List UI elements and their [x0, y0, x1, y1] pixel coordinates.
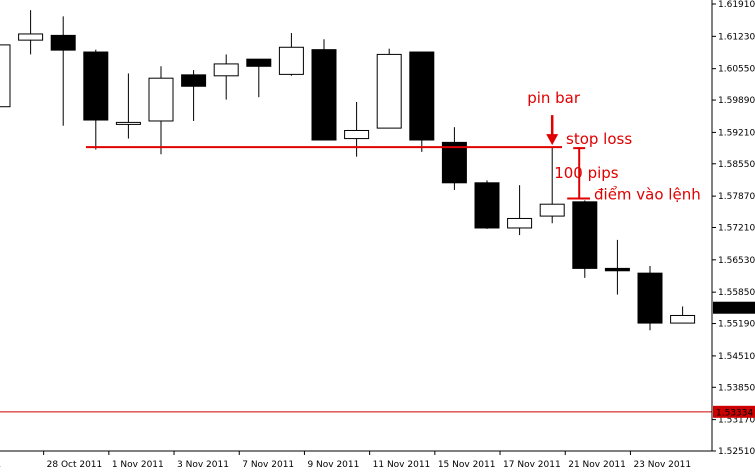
bullish-candle-body: [344, 129, 370, 140]
price-tick-label: 1.61910: [718, 0, 755, 10]
candle: [0, 44, 11, 108]
current-price-box: [713, 301, 755, 314]
price-level-label: 1.53334: [716, 408, 753, 418]
bullish-candle-body: [0, 44, 11, 108]
price-tick-label: 1.57210: [718, 224, 755, 234]
price-tick-label: 1.54510: [718, 352, 755, 362]
pips-label: 100 pips: [554, 164, 619, 182]
time-tick-label: 28 Oct 2011: [47, 460, 103, 470]
bearish-candle-body: [637, 272, 663, 324]
time-tick-label: 17 Nov 2011: [503, 460, 561, 470]
candle: [637, 266, 663, 331]
bearish-candle-body: [246, 58, 272, 67]
candle: [604, 239, 630, 295]
price-tick-label: 1.60550: [718, 65, 755, 75]
time-tick-label: 7 Nov 2011: [242, 460, 294, 470]
price-tick-label: 1.58550: [718, 160, 755, 170]
time-axis: 2011 28 Oct 2011 1 Nov 2011 3 Nov 2011 7 Nov…: [0, 450, 712, 470]
candle: [539, 147, 565, 224]
candle: [474, 180, 500, 229]
candle: [18, 10, 44, 55]
bullish-candle-body: [115, 121, 141, 125]
bullish-candle-body: [18, 33, 44, 41]
candles: [0, 10, 712, 413]
price-level-box: [713, 405, 755, 418]
annotations: stop loss điểm vào lệnh 100 pips pin bar: [86, 89, 701, 203]
bearish-candle-body: [572, 201, 598, 269]
time-tick-label: 9 Nov 2011: [307, 460, 359, 470]
candle: [311, 39, 337, 141]
stop-loss-label: stop loss: [566, 130, 632, 148]
time-tick-label: 21 Nov 2011: [568, 460, 626, 470]
price-tick-label: 1.52510: [718, 447, 755, 457]
candle: [148, 66, 174, 155]
bearish-candle-body: [474, 182, 500, 229]
bearish-candle-body: [181, 74, 207, 87]
bullish-candle-body: [148, 77, 174, 122]
time-tick-label: 11 Nov 2011: [373, 460, 431, 470]
time-tick-label: 3 Nov 2011: [177, 460, 229, 470]
bullish-candle-body: [539, 203, 565, 217]
price-tick-label: 1.61230: [718, 32, 755, 42]
bullish-candle-body: [278, 46, 304, 75]
current-price-label: 1.55523: [716, 304, 753, 314]
candle: [278, 33, 304, 76]
bearish-candle-body: [409, 51, 435, 141]
candle: [409, 51, 435, 152]
candle: [50, 16, 76, 126]
bearish-candle-body: [83, 51, 109, 121]
price-tick-label: 1.55850: [718, 288, 755, 298]
bullish-candle-body: [376, 53, 402, 129]
bearish-candle-body: [311, 49, 337, 141]
price-axis: 1.61910 1.61230 1.60550 1.59890 1.59210 1.585…: [711, 0, 755, 457]
candle: [376, 48, 402, 129]
price-tick-label: 1.53170: [718, 416, 755, 426]
time-tick-label: 23 Nov 2011: [633, 460, 691, 470]
candle: [507, 185, 533, 236]
candle: [246, 58, 272, 98]
price-tick-label: 1.55190: [718, 320, 755, 330]
bearish-candle-body: [50, 34, 76, 51]
bullish-candle-body: [213, 63, 239, 77]
price-tick-label: 1.59210: [718, 128, 755, 138]
candle: [115, 73, 141, 139]
candle: [181, 70, 207, 121]
bullish-candle-body: [507, 217, 533, 229]
pin-bar-label: pin bar: [527, 89, 581, 107]
candle: [83, 49, 109, 150]
candle: [670, 306, 696, 324]
price-tick-label: 1.53850: [718, 383, 755, 393]
time-tick-label: 15 Nov 2011: [438, 460, 496, 470]
time-tick-label: 2011: [0, 460, 1, 470]
candle: [441, 127, 467, 190]
price-tick-label: 1.59890: [718, 96, 755, 106]
bearish-candle-body: [441, 141, 467, 184]
bearish-candle-body: [604, 267, 630, 272]
pin-bar-arrow-icon: [546, 134, 559, 146]
candle: [572, 200, 598, 278]
price-tick-label: 1.56530: [718, 256, 755, 266]
candle: [213, 54, 239, 100]
bullish-candle-body: [670, 314, 696, 324]
price-tick-label: 1.57870: [718, 192, 755, 202]
entry-label: điểm vào lệnh: [594, 185, 701, 203]
time-tick-label: 1 Nov 2011: [112, 460, 164, 470]
